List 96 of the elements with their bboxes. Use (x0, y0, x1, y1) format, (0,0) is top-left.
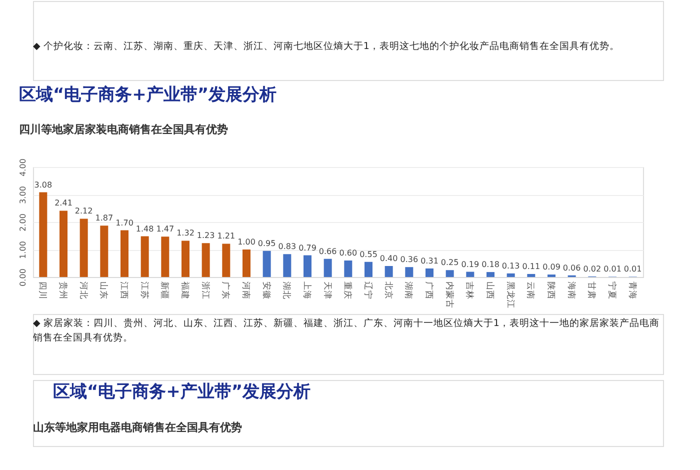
bar (182, 240, 190, 277)
bar (486, 272, 494, 277)
x-tick-label: 北京 (382, 282, 394, 300)
text: ◆ 个护化妆：云南、江苏、湖南、重庆、天津、浙江、河南七地区位熵大于1，表明这七地的个护化妆产品电商销售在全国具有优势。 (33, 40, 620, 52)
y-tick-label: 3.00 (18, 186, 28, 204)
data-label: 1.70 (116, 218, 134, 228)
data-label: 0.11 (522, 262, 540, 271)
bar (304, 255, 312, 277)
data-label: 0.31 (420, 256, 438, 266)
data-label: 0.55 (360, 250, 378, 259)
x-tick-label: 甘肃 (586, 282, 598, 300)
data-label: 2.12 (74, 206, 93, 216)
data-label: 0.19 (461, 260, 480, 269)
data-label: 1.23 (196, 231, 215, 240)
text: 山东等地家用电器电商销售在全国具有优势 (33, 421, 242, 434)
bar (446, 270, 454, 277)
x-tick-label: 江苏 (138, 282, 150, 300)
bar (344, 260, 352, 277)
bar (426, 268, 434, 277)
bar (324, 258, 332, 277)
data-label: 0.36 (400, 255, 418, 264)
bar (202, 243, 210, 277)
text: 区域“电子商务+产业带”发展分析 (53, 382, 311, 402)
data-label: 0.60 (339, 248, 358, 258)
chart-title: 区域“电子商务+产业带”发展分析 (19, 85, 277, 106)
data-label: 0.01 (624, 264, 642, 274)
bar (60, 210, 68, 277)
data-label: 0.95 (258, 238, 276, 248)
data-label: 1.00 (238, 238, 256, 246)
bar (405, 267, 414, 277)
x-tick-label: 贵州 (58, 282, 68, 300)
bar (364, 262, 372, 277)
bar (384, 266, 393, 277)
data-label: 1.87 (95, 214, 114, 223)
data-label: 1.32 (176, 228, 194, 238)
data-label: 0.66 (318, 246, 337, 256)
x-tick-label: 广东 (220, 282, 232, 300)
bar (80, 218, 88, 277)
y-tick-label: 4.00 (18, 158, 28, 176)
bar (466, 272, 474, 277)
data-label: 0.01 (604, 264, 622, 274)
data-label: 0.13 (502, 261, 520, 270)
x-tick-label: 吉林 (464, 282, 476, 300)
data-label: 0.02 (583, 264, 602, 274)
x-tick-label: 上海 (302, 282, 312, 300)
data-label: 0.25 (440, 258, 459, 268)
x-tick-label: 内蒙古 (444, 282, 455, 308)
bar (120, 230, 128, 277)
bar (242, 250, 250, 277)
data-label: 0.79 (298, 243, 316, 252)
x-tick-label: 云南 (525, 282, 536, 300)
x-tick-label: 天津 (322, 282, 333, 300)
bar (39, 192, 48, 277)
data-label: 1.48 (136, 224, 154, 234)
x-tick-label: 辽宁 (362, 282, 374, 300)
bar (506, 273, 515, 277)
x-tick-label: 新疆 (159, 282, 170, 300)
data-label: 0.18 (482, 260, 500, 270)
data-label: 3.08 (34, 180, 52, 190)
x-tick-label: 江西 (118, 282, 130, 300)
x-tick-label: 陕西 (546, 282, 556, 300)
text: ◆ 家居家装：四川、贵州、河北、山东、江西、江苏、新疆、福建、浙江、广东、河南十一地区位熵大于1，表明这十一地的家居家装产品电商销售在全国具有优势。 (32, 317, 660, 344)
data-label: 1.21 (217, 232, 236, 241)
bar (140, 236, 149, 277)
bar (161, 236, 170, 277)
data-label: 0.09 (542, 262, 560, 272)
x-tick-label: 安徽 (260, 282, 272, 300)
x-tick-label: 黑龙江 (504, 282, 516, 308)
x-tick-label: 湖南 (403, 282, 414, 300)
x-tick-label: 河南 (240, 282, 252, 300)
bar (283, 254, 292, 277)
x-tick-label: 四川 (37, 282, 48, 300)
x-tick-label: 山东 (98, 282, 110, 300)
bar (222, 244, 230, 277)
chart-subtitle: 四川等地家居家装电商销售在全国具有优势 (19, 123, 228, 136)
bar (262, 250, 271, 277)
y-tick-label: 0.00 (18, 268, 28, 286)
x-tick-label: 海南 (566, 282, 577, 300)
x-tick-label: 广西 (424, 282, 434, 300)
x-tick-label: 山西 (484, 282, 496, 300)
data-label: 0.06 (562, 263, 581, 272)
bar (100, 226, 108, 277)
x-tick-label: 青海 (626, 282, 638, 300)
x-tick-label: 河北 (78, 282, 89, 300)
data-label: 1.47 (156, 224, 174, 234)
x-tick-label: 重庆 (342, 282, 354, 300)
data-label: 0.40 (380, 254, 398, 263)
bar (527, 274, 536, 277)
x-tick-label: 宁夏 (606, 282, 618, 300)
x-tick-label: 浙江 (200, 282, 211, 300)
data-label: 0.83 (278, 242, 296, 252)
data-label: 2.41 (54, 198, 72, 208)
x-tick-label: 福建 (180, 282, 190, 300)
x-tick-label: 湖北 (281, 282, 292, 300)
y-tick-label: 2.00 (18, 214, 28, 232)
y-tick-label: 1.00 (18, 241, 28, 259)
